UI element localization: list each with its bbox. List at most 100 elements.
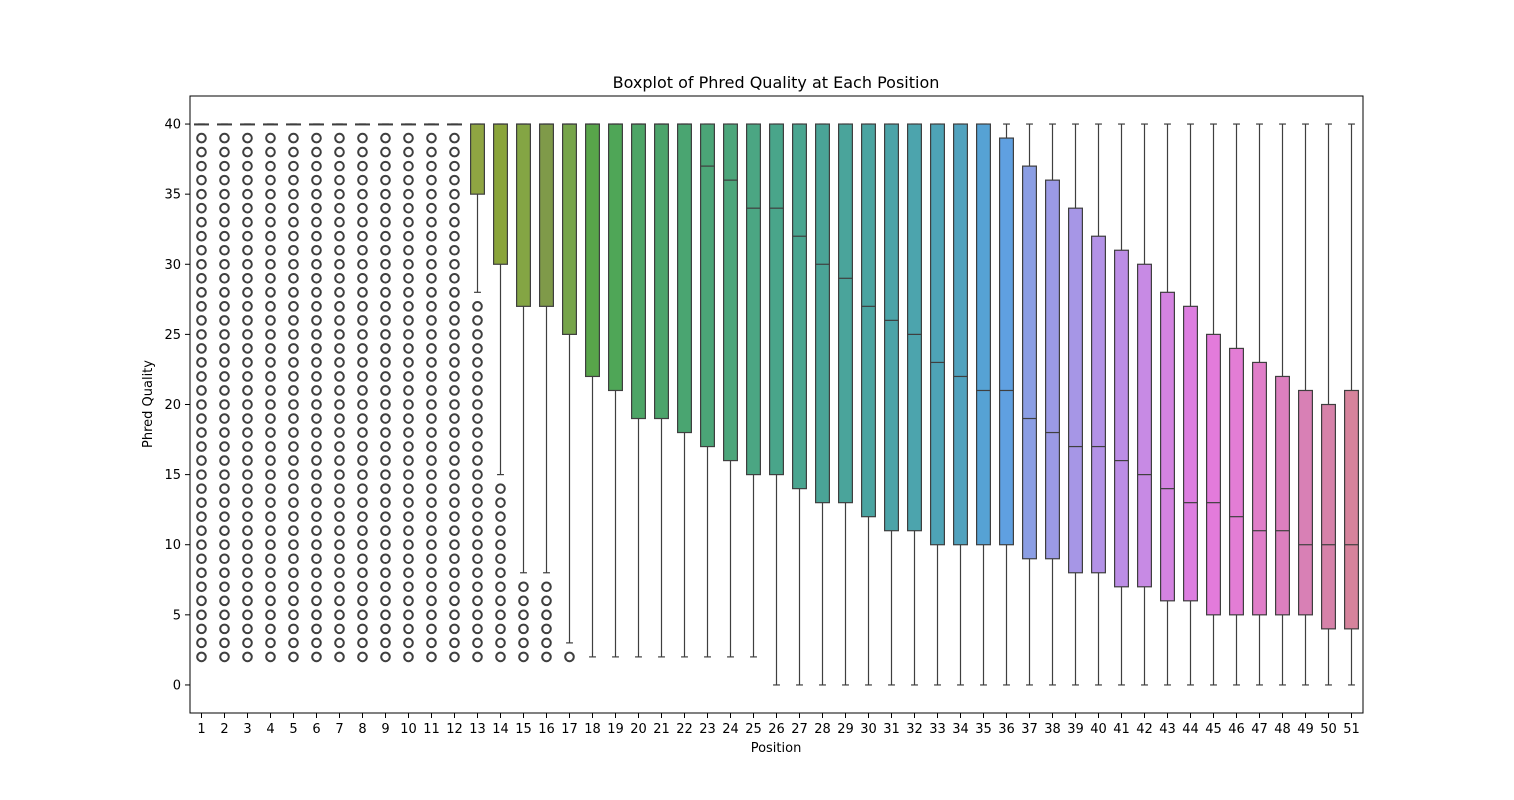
outlier-point: [495, 525, 506, 537]
x-tick-label: 7: [335, 722, 343, 737]
outlier-point: [288, 539, 299, 551]
box-iqr: [653, 123, 669, 420]
outlier-point: [472, 511, 483, 522]
box-position-10: [401, 123, 417, 663]
outlier-point: [403, 413, 414, 424]
outlier-point: [426, 287, 437, 298]
outlier-point: [196, 216, 207, 228]
outlier-point: [449, 287, 460, 298]
outlier-point: [380, 427, 391, 438]
outlier-point: [403, 132, 414, 144]
outlier-point: [242, 258, 253, 270]
x-tick-label: 49: [1297, 722, 1314, 737]
outlier-point: [219, 202, 230, 214]
outlier-point: [265, 581, 276, 593]
x-tick-label: 39: [1067, 722, 1084, 737]
outlier-point: [311, 371, 322, 382]
outlier-point: [311, 525, 322, 537]
x-tick-label: 45: [1205, 722, 1222, 737]
outlier-point: [219, 357, 230, 368]
box-iqr: [1297, 389, 1313, 616]
outlier-point: [242, 651, 253, 663]
outlier-point: [334, 202, 345, 214]
outlier-point: [403, 609, 414, 621]
outlier-point: [380, 553, 391, 565]
outlier-point: [288, 174, 299, 186]
outlier-point: [288, 609, 299, 621]
outlier-point: [288, 160, 299, 172]
outlier-point: [288, 511, 299, 522]
outlier-point: [311, 413, 322, 424]
outlier-point: [288, 329, 299, 340]
outlier-point: [449, 581, 460, 593]
y-tick-label: 35: [164, 188, 181, 203]
box-position-7: [332, 123, 348, 663]
outlier-point: [380, 315, 391, 326]
outlier-point: [219, 595, 230, 607]
outlier-point: [242, 469, 253, 480]
box-position-1: [194, 123, 210, 663]
outlier-point: [380, 258, 391, 270]
x-tick-label: 11: [423, 722, 440, 737]
outlier-point: [242, 483, 253, 494]
outlier-point: [311, 427, 322, 438]
outlier-point: [357, 623, 368, 635]
outlier-point: [495, 581, 506, 593]
outlier-point: [334, 637, 345, 649]
outlier-point: [196, 469, 207, 480]
outlier-point: [265, 385, 276, 396]
outlier-point: [426, 483, 437, 494]
outlier-point: [334, 455, 345, 466]
outlier-point: [242, 371, 253, 382]
outlier-point: [311, 216, 322, 228]
outlier-point: [380, 174, 391, 186]
outlier-point: [357, 651, 368, 663]
outlier-point: [541, 651, 552, 663]
box-iqr: [791, 123, 807, 490]
box-iqr: [860, 123, 876, 518]
outlier-point: [357, 371, 368, 382]
outlier-point: [196, 301, 207, 312]
outlier-point: [288, 230, 299, 242]
outlier-point: [196, 160, 207, 172]
outlier-point: [311, 258, 322, 270]
outlier-point: [242, 132, 253, 144]
outlier-point: [357, 609, 368, 621]
x-tick-label: 20: [630, 722, 647, 737]
outlier-point: [334, 553, 345, 565]
outlier-point: [426, 272, 437, 284]
box-iqr: [1251, 361, 1267, 616]
box-iqr: [538, 123, 554, 307]
outlier-point: [357, 202, 368, 214]
outlier-point: [265, 343, 276, 354]
outlier-point: [472, 651, 483, 663]
box-iqr: [837, 123, 853, 504]
x-tick-label: 21: [653, 722, 670, 737]
outlier-point: [495, 651, 506, 663]
outlier-point: [265, 230, 276, 242]
outlier-point: [242, 343, 253, 354]
outlier-point: [472, 413, 483, 424]
x-tick-label: 1: [197, 722, 205, 737]
outlier-point: [196, 609, 207, 621]
outlier-point: [472, 539, 483, 551]
outlier-point: [357, 272, 368, 284]
outlier-point: [426, 244, 437, 256]
outlier-point: [288, 272, 299, 284]
outlier-point: [334, 315, 345, 326]
x-tick-label: 50: [1320, 722, 1337, 737]
outlier-point: [334, 497, 345, 508]
outlier-point: [472, 385, 483, 396]
outlier-point: [242, 357, 253, 368]
outlier-point: [311, 188, 322, 200]
outlier-point: [242, 160, 253, 172]
outlier-point: [357, 301, 368, 312]
outlier-point: [196, 553, 207, 565]
outlier-point: [242, 244, 253, 256]
outlier-point: [265, 301, 276, 312]
outlier-point: [196, 385, 207, 396]
box-iqr: [1343, 389, 1359, 630]
outlier-point: [219, 497, 230, 508]
outlier-point: [426, 202, 437, 214]
outlier-point: [495, 483, 506, 494]
